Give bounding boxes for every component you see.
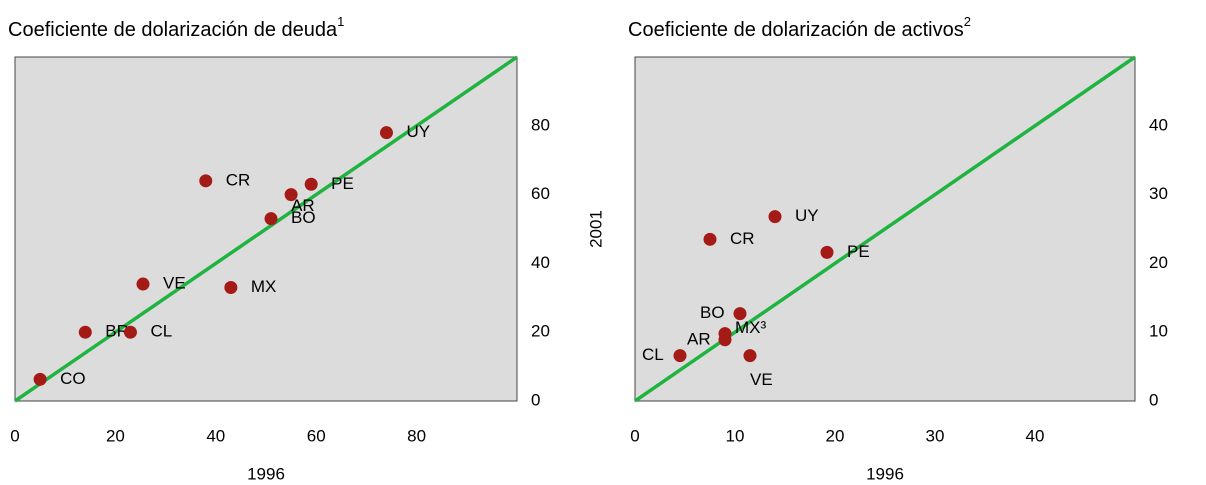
- x-tick-label: 30: [926, 426, 945, 445]
- chart-title: Coeficiente de dolarización de deuda1: [8, 14, 344, 41]
- point-label: BO: [700, 303, 725, 322]
- point: [768, 210, 782, 224]
- point-label: CR: [730, 229, 755, 248]
- title-superscript: 2: [964, 14, 971, 29]
- point-label: BR: [105, 322, 129, 341]
- y-tick-label: 20: [531, 322, 550, 341]
- point: [703, 232, 717, 246]
- x-tick-label: 40: [1026, 426, 1045, 445]
- point: [264, 212, 278, 226]
- diagonal-line: [14, 55, 518, 403]
- point: [199, 174, 213, 188]
- y-tick-label: 30: [1149, 184, 1168, 203]
- point: [78, 325, 92, 339]
- y-tick-label: 40: [1149, 115, 1168, 134]
- point: [136, 277, 150, 291]
- point-label: VE: [750, 370, 773, 389]
- point-label: MX³: [735, 318, 767, 337]
- point: [673, 349, 687, 363]
- x-tick-label: 10: [726, 426, 745, 445]
- x-tick-label: 0: [630, 426, 639, 445]
- title-superscript: 1: [337, 14, 344, 29]
- point: [33, 372, 47, 386]
- y-axis-label: 2001: [1204, 210, 1206, 248]
- y-tick-label: 10: [1149, 322, 1168, 341]
- point: [820, 245, 834, 259]
- point-label: CR: [226, 170, 251, 189]
- point: [718, 327, 732, 341]
- x-tick-label: 0: [10, 426, 19, 445]
- x-axis-label: 1996: [247, 464, 285, 483]
- x-tick-label: 20: [826, 426, 845, 445]
- y-tick-label: 0: [1149, 390, 1158, 409]
- x-tick-label: 80: [407, 426, 426, 445]
- x-tick-label: 40: [206, 426, 225, 445]
- title-text: Coeficiente de dolarización de deuda: [8, 19, 338, 41]
- y-tick-label: 0: [531, 390, 540, 409]
- point-label: UY: [406, 122, 430, 141]
- point-label: AR: [687, 329, 711, 348]
- y-tick-label: 60: [531, 184, 550, 203]
- chart-title: Coeficiente de dolarización de activos2: [628, 14, 971, 41]
- y-tick-label: 20: [1149, 253, 1168, 272]
- y-tick-label: 40: [531, 253, 550, 272]
- point: [743, 349, 757, 363]
- x-axis-label: 1996: [866, 464, 904, 483]
- point-label: CL: [642, 345, 664, 364]
- x-tick-label: 20: [106, 426, 125, 445]
- point-label: UY: [795, 206, 819, 225]
- x-tick-label: 60: [307, 426, 326, 445]
- point: [284, 188, 298, 202]
- point: [733, 307, 747, 321]
- y-axis-label: 2001: [586, 210, 605, 248]
- point-label: MX: [251, 277, 276, 296]
- y-tick-label: 80: [531, 115, 550, 134]
- point-label: VE: [163, 274, 186, 293]
- point-label: AR: [291, 196, 315, 215]
- point: [224, 280, 238, 294]
- point-label: BO: [291, 208, 316, 227]
- title-text: Coeficiente de dolarización de activos: [628, 19, 964, 41]
- point: [123, 325, 137, 339]
- diagonal-line: [634, 55, 1136, 403]
- point-label: CO: [60, 369, 86, 388]
- point-label: CL: [150, 322, 172, 341]
- point: [379, 126, 393, 140]
- point-label: PE: [847, 242, 870, 261]
- point: [304, 177, 318, 191]
- point-label: PE: [331, 174, 354, 193]
